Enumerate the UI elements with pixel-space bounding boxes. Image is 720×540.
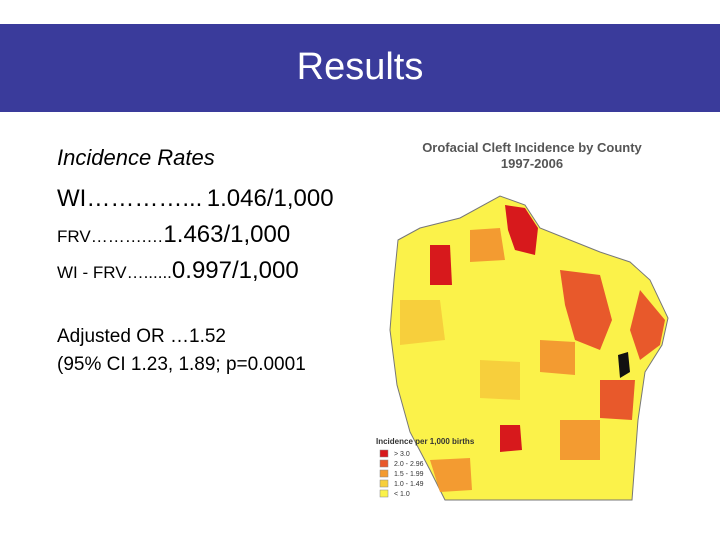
map-region [505,205,538,255]
legend-label: 1.5 - 1.99 [394,471,424,478]
adjusted-line: Adjusted OR …1.52 [57,326,226,347]
rate-line: FRV……….…1.463/1,000 [57,221,334,257]
map-region [400,300,445,345]
text-body: Incidence Rates WI…………... 1.046/1,000 FR… [57,145,334,379]
legend-label: 2.0 - 2.96 [394,461,424,468]
legend-swatch [379,479,389,488]
map-region [500,425,522,452]
rate-value: 1.463/1,000 [163,221,291,248]
legend-swatch [379,469,389,478]
adjusted-line: (95% CI 1.23, 1.89; p=0.0001 [57,354,306,375]
map-title: Orofacial Cleft Incidence by County [422,140,642,155]
rate-value: 1.046/1,000 [206,185,334,212]
legend: Incidence per 1,000 births > 3.0 2.0 - 2.… [376,437,475,498]
rate-value: 0.997/1,000 [171,257,299,284]
rate-label: WI - FRV…...... [57,263,172,282]
map-region [630,290,665,360]
slide-title: Results [296,46,424,88]
legend-title: Incidence per 1,000 births [376,437,475,446]
rate-line: WI…………... 1.046/1,000 [57,185,334,221]
rate-label: WI…………... [57,185,203,212]
legend-label: 1.0 - 1.49 [394,481,424,488]
map-region [600,380,635,420]
legend-swatch [379,489,389,498]
map-region [430,245,452,285]
heading: Incidence Rates [57,145,215,170]
adjusted-block: Adjusted OR …1.52 (95% CI 1.23, 1.89; p=… [57,323,334,379]
map-region [560,270,612,350]
legend-label: < 1.0 [394,491,410,498]
map-subtitle: 1997-2006 [501,156,563,171]
rate-label: FRV……….… [57,227,164,246]
map-region [480,360,520,400]
map-region [560,420,600,460]
legend-swatch [379,459,389,468]
legend-label: > 3.0 [394,451,410,458]
header-bar [0,24,720,112]
map-region [540,340,575,375]
map-region [430,458,472,492]
legend-swatch [379,449,389,458]
map-region [470,228,505,262]
rate-line: WI - FRV…......0.997/1,000 [57,257,334,293]
map-lake [618,352,630,378]
